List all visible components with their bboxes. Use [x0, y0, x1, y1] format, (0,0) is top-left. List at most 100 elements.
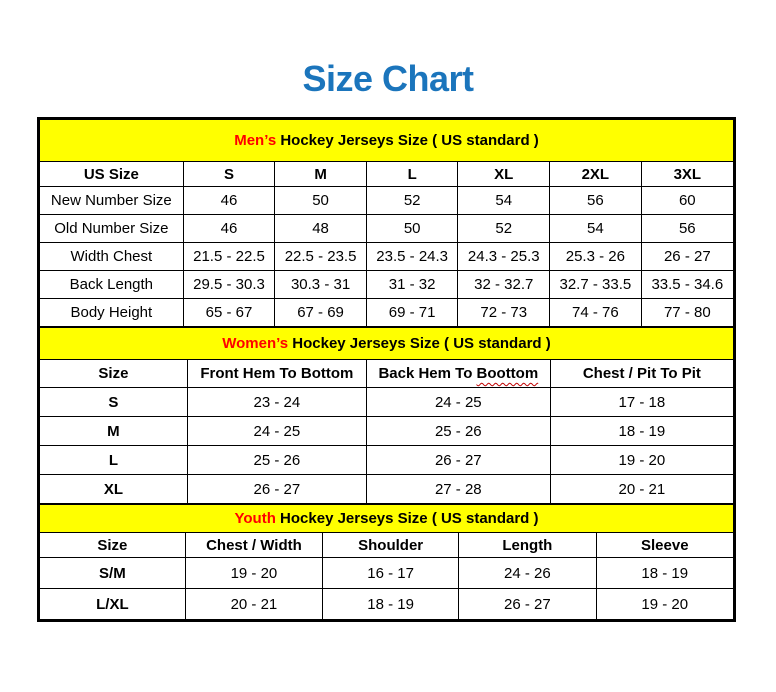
mens-value-cell: 74 - 76 — [549, 298, 642, 327]
womens-row-label: S — [39, 387, 188, 417]
womens-banner-highlight: Women’s — [222, 335, 289, 352]
page-title: Size Chart — [302, 58, 474, 99]
womens-value-cell: 25 - 26 — [365, 416, 551, 446]
mens-value-cell: 67 - 69 — [274, 298, 367, 327]
mens-value-cell: 25.3 - 26 — [549, 242, 642, 271]
womens-header-row: Size Front Hem To Bottom Back Hem To Boott… — [39, 359, 735, 388]
youth-banner-row: Youth Hockey Jerseys Size ( US standard … — [39, 504, 734, 533]
mens-table-row: Old Number Size 46 48 50 52 54 56 — [39, 214, 735, 243]
mens-column-header: XL — [457, 161, 551, 187]
mens-row-label: Width Chest — [39, 242, 184, 271]
mens-column-header: L — [365, 161, 459, 187]
mens-value-cell: 56 — [549, 186, 642, 215]
mens-value-cell: 46 — [182, 214, 276, 243]
mens-row-label: Old Number Size — [39, 214, 184, 243]
womens-column-header: Back Hem To Boottom — [365, 359, 551, 388]
womens-table-row: XL 26 - 27 27 - 28 20 - 21 — [39, 474, 735, 504]
mens-banner-text: Hockey Jerseys Size ( US standard ) — [276, 132, 539, 149]
mens-value-cell: 31 - 32 — [365, 270, 459, 299]
youth-header-row: Size Chest / Width Shoulder Length Sleeve — [39, 532, 735, 558]
mens-table-row: Body Height 65 - 67 67 - 69 69 - 71 72 - 73 7… — [39, 298, 735, 327]
mens-value-cell: 22.5 - 23.5 — [274, 242, 367, 271]
womens-value-cell: 17 - 18 — [549, 387, 735, 417]
youth-column-header: Sleeve — [595, 532, 735, 558]
mens-column-header: 2XL — [549, 161, 642, 187]
mens-table-row: Width Chest 21.5 - 22.5 22.5 - 23.5 23.5 - … — [39, 242, 735, 271]
womens-value-cell: 24 - 25 — [186, 416, 367, 446]
mens-banner: Men’s Hockey Jerseys Size ( US standard … — [39, 119, 734, 162]
womens-value-cell: 19 - 20 — [549, 445, 735, 475]
mens-value-cell: 32 - 32.7 — [457, 270, 551, 299]
mens-row-label: New Number Size — [39, 186, 184, 215]
misspelled-word: Boottom — [476, 365, 539, 382]
womens-value-cell: 26 - 27 — [186, 474, 367, 504]
mens-value-cell: 46 — [182, 186, 276, 215]
mens-value-cell: 54 — [549, 214, 642, 243]
youth-column-header: Chest / Width — [184, 532, 324, 558]
mens-size-table: Men’s Hockey Jerseys Size ( US standard … — [39, 119, 735, 327]
size-chart-page: Size Chart Men’s Hockey Jerseys Size ( U… — [0, 57, 776, 692]
womens-table-row: M 24 - 25 25 - 26 18 - 19 — [39, 416, 735, 446]
mens-column-header: 3XL — [640, 161, 735, 187]
mens-value-cell: 52 — [457, 214, 551, 243]
youth-value-cell: 18 - 19 — [595, 557, 735, 589]
mens-value-cell: 21.5 - 22.5 — [182, 242, 276, 271]
mens-value-cell: 48 — [274, 214, 367, 243]
size-chart: Men’s Hockey Jerseys Size ( US standard … — [37, 117, 736, 622]
womens-row-label: XL — [39, 474, 188, 504]
youth-value-cell: 20 - 21 — [184, 588, 324, 620]
mens-row-label: Body Height — [39, 298, 184, 327]
mens-banner-highlight: Men’s — [234, 132, 277, 149]
mens-value-cell: 50 — [274, 186, 367, 215]
mens-value-cell: 24.3 - 25.3 — [457, 242, 551, 271]
mens-value-cell: 54 — [457, 186, 551, 215]
mens-row-label: Back Length — [39, 270, 184, 299]
mens-value-cell: 29.5 - 30.3 — [182, 270, 276, 299]
mens-value-cell: 30.3 - 31 — [274, 270, 367, 299]
youth-row-label: L/XL — [39, 588, 186, 620]
womens-table-row: S 23 - 24 24 - 25 17 - 18 — [39, 387, 735, 417]
womens-value-cell: 20 - 21 — [549, 474, 735, 504]
womens-column-header: Chest / Pit To Pit — [549, 359, 735, 388]
youth-size-table: Youth Hockey Jerseys Size ( US standard … — [39, 504, 735, 620]
womens-banner-text: Hockey Jerseys Size ( US standard ) — [288, 335, 551, 352]
youth-value-cell: 19 - 20 — [595, 588, 735, 620]
womens-row-label: L — [39, 445, 188, 475]
womens-banner-row: Women’s Hockey Jerseys Size ( US standar… — [39, 327, 734, 360]
mens-value-cell: 32.7 - 33.5 — [549, 270, 642, 299]
womens-table-row: L 25 - 26 26 - 27 19 - 20 — [39, 445, 735, 475]
mens-value-cell: 65 - 67 — [182, 298, 276, 327]
mens-value-cell: 72 - 73 — [457, 298, 551, 327]
mens-value-cell: 56 — [640, 214, 735, 243]
mens-column-header: M — [274, 161, 367, 187]
youth-row-label: S/M — [39, 557, 186, 589]
mens-value-cell: 33.5 - 34.6 — [640, 270, 735, 299]
mens-banner-row: Men’s Hockey Jerseys Size ( US standard … — [39, 119, 734, 162]
youth-column-header: Length — [458, 532, 597, 558]
youth-table-row: S/M 19 - 20 16 - 17 24 - 26 18 - 19 — [39, 557, 735, 589]
womens-value-cell: 25 - 26 — [186, 445, 367, 475]
womens-value-cell: 23 - 24 — [186, 387, 367, 417]
womens-size-table: Women’s Hockey Jerseys Size ( US standar… — [39, 327, 735, 504]
youth-value-cell: 19 - 20 — [184, 557, 324, 589]
youth-value-cell: 26 - 27 — [458, 588, 597, 620]
youth-banner-highlight: Youth — [234, 510, 276, 527]
mens-table-row: New Number Size 46 50 52 54 56 60 — [39, 186, 735, 215]
mens-value-cell: 23.5 - 24.3 — [365, 242, 459, 271]
mens-value-cell: 69 - 71 — [365, 298, 459, 327]
youth-banner-text: Hockey Jerseys Size ( US standard ) — [275, 510, 539, 527]
youth-banner: Youth Hockey Jerseys Size ( US standard … — [39, 504, 734, 533]
womens-banner: Women’s Hockey Jerseys Size ( US standar… — [39, 327, 734, 360]
womens-column-header: Front Hem To Bottom — [186, 359, 367, 388]
mens-value-cell: 50 — [365, 214, 459, 243]
womens-value-cell: 24 - 25 — [365, 387, 551, 417]
womens-value-cell: 26 - 27 — [365, 445, 551, 475]
mens-value-cell: 77 - 80 — [640, 298, 735, 327]
mens-column-header: S — [182, 161, 276, 187]
youth-value-cell: 16 - 17 — [322, 557, 460, 589]
youth-table-row: L/XL 20 - 21 18 - 19 26 - 27 19 - 20 — [39, 588, 735, 620]
youth-value-cell: 24 - 26 — [458, 557, 597, 589]
youth-column-header: Size — [39, 532, 186, 558]
mens-value-cell: 52 — [365, 186, 459, 215]
mens-value-cell: 26 - 27 — [640, 242, 735, 271]
